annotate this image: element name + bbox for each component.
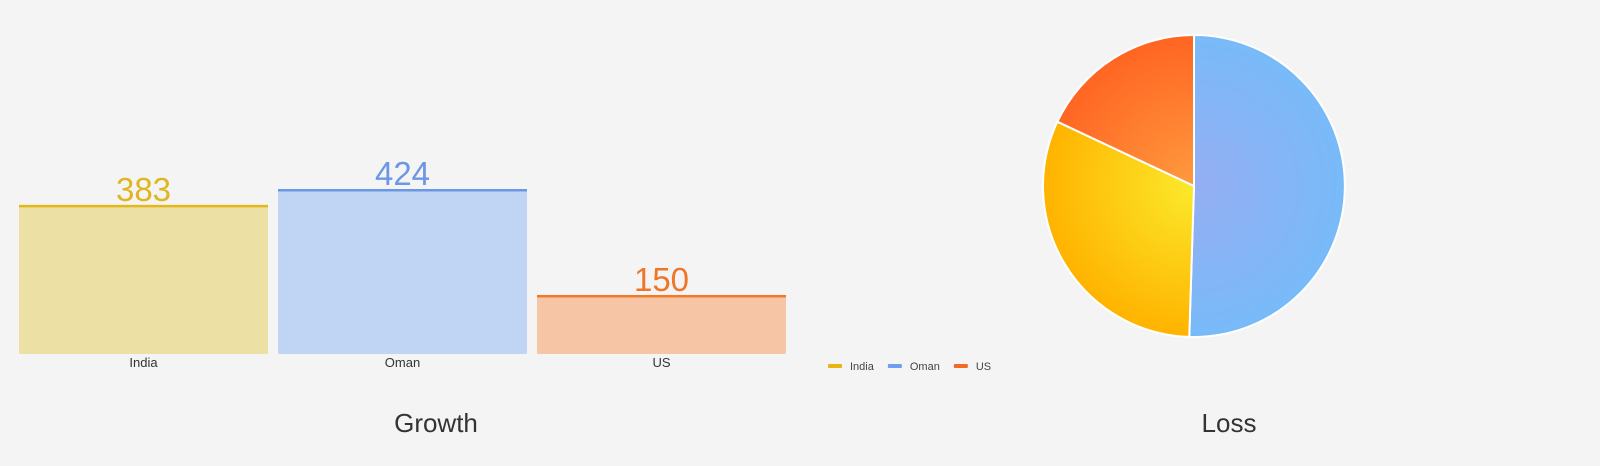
legend-swatch-india	[828, 364, 842, 368]
legend-label-india: India	[850, 361, 875, 373]
legend-label-oman: Oman	[910, 361, 940, 373]
growth-title: Growth	[394, 408, 478, 438]
bar-top-line-oman	[278, 189, 527, 192]
loss-title: Loss	[1202, 408, 1257, 438]
bar-value-label-india: 383	[116, 171, 171, 208]
bar-category-label-oman: Oman	[385, 355, 420, 370]
pie-slices	[1042, 34, 1346, 338]
growth-bar-chart: 383 India 424 Oman 150 US Growth	[19, 155, 786, 438]
pie-legend: India Oman US	[828, 361, 991, 373]
bar-top-line-india	[19, 204, 268, 208]
legend-label-us: US	[976, 361, 991, 373]
bar-top-line-us	[537, 294, 786, 298]
bar-category-label-us: US	[652, 355, 670, 370]
pie-slice-oman	[1188, 34, 1346, 338]
bar-us	[537, 295, 786, 354]
bars-group: 383 India 424 Oman 150 US	[19, 155, 786, 370]
bar-value-label-oman: 424	[375, 155, 430, 192]
legend-swatch-oman	[887, 364, 902, 368]
bar-value-label-us: 150	[634, 261, 689, 298]
bar-india	[19, 205, 268, 354]
pie-slice-india	[1042, 120, 1195, 338]
loss-pie-chart: Loss	[1042, 34, 1346, 438]
legend-swatch-us	[953, 364, 968, 368]
bar-oman	[278, 190, 527, 354]
pie-slice-us	[1056, 34, 1195, 187]
bar-category-label-india: India	[129, 355, 158, 370]
